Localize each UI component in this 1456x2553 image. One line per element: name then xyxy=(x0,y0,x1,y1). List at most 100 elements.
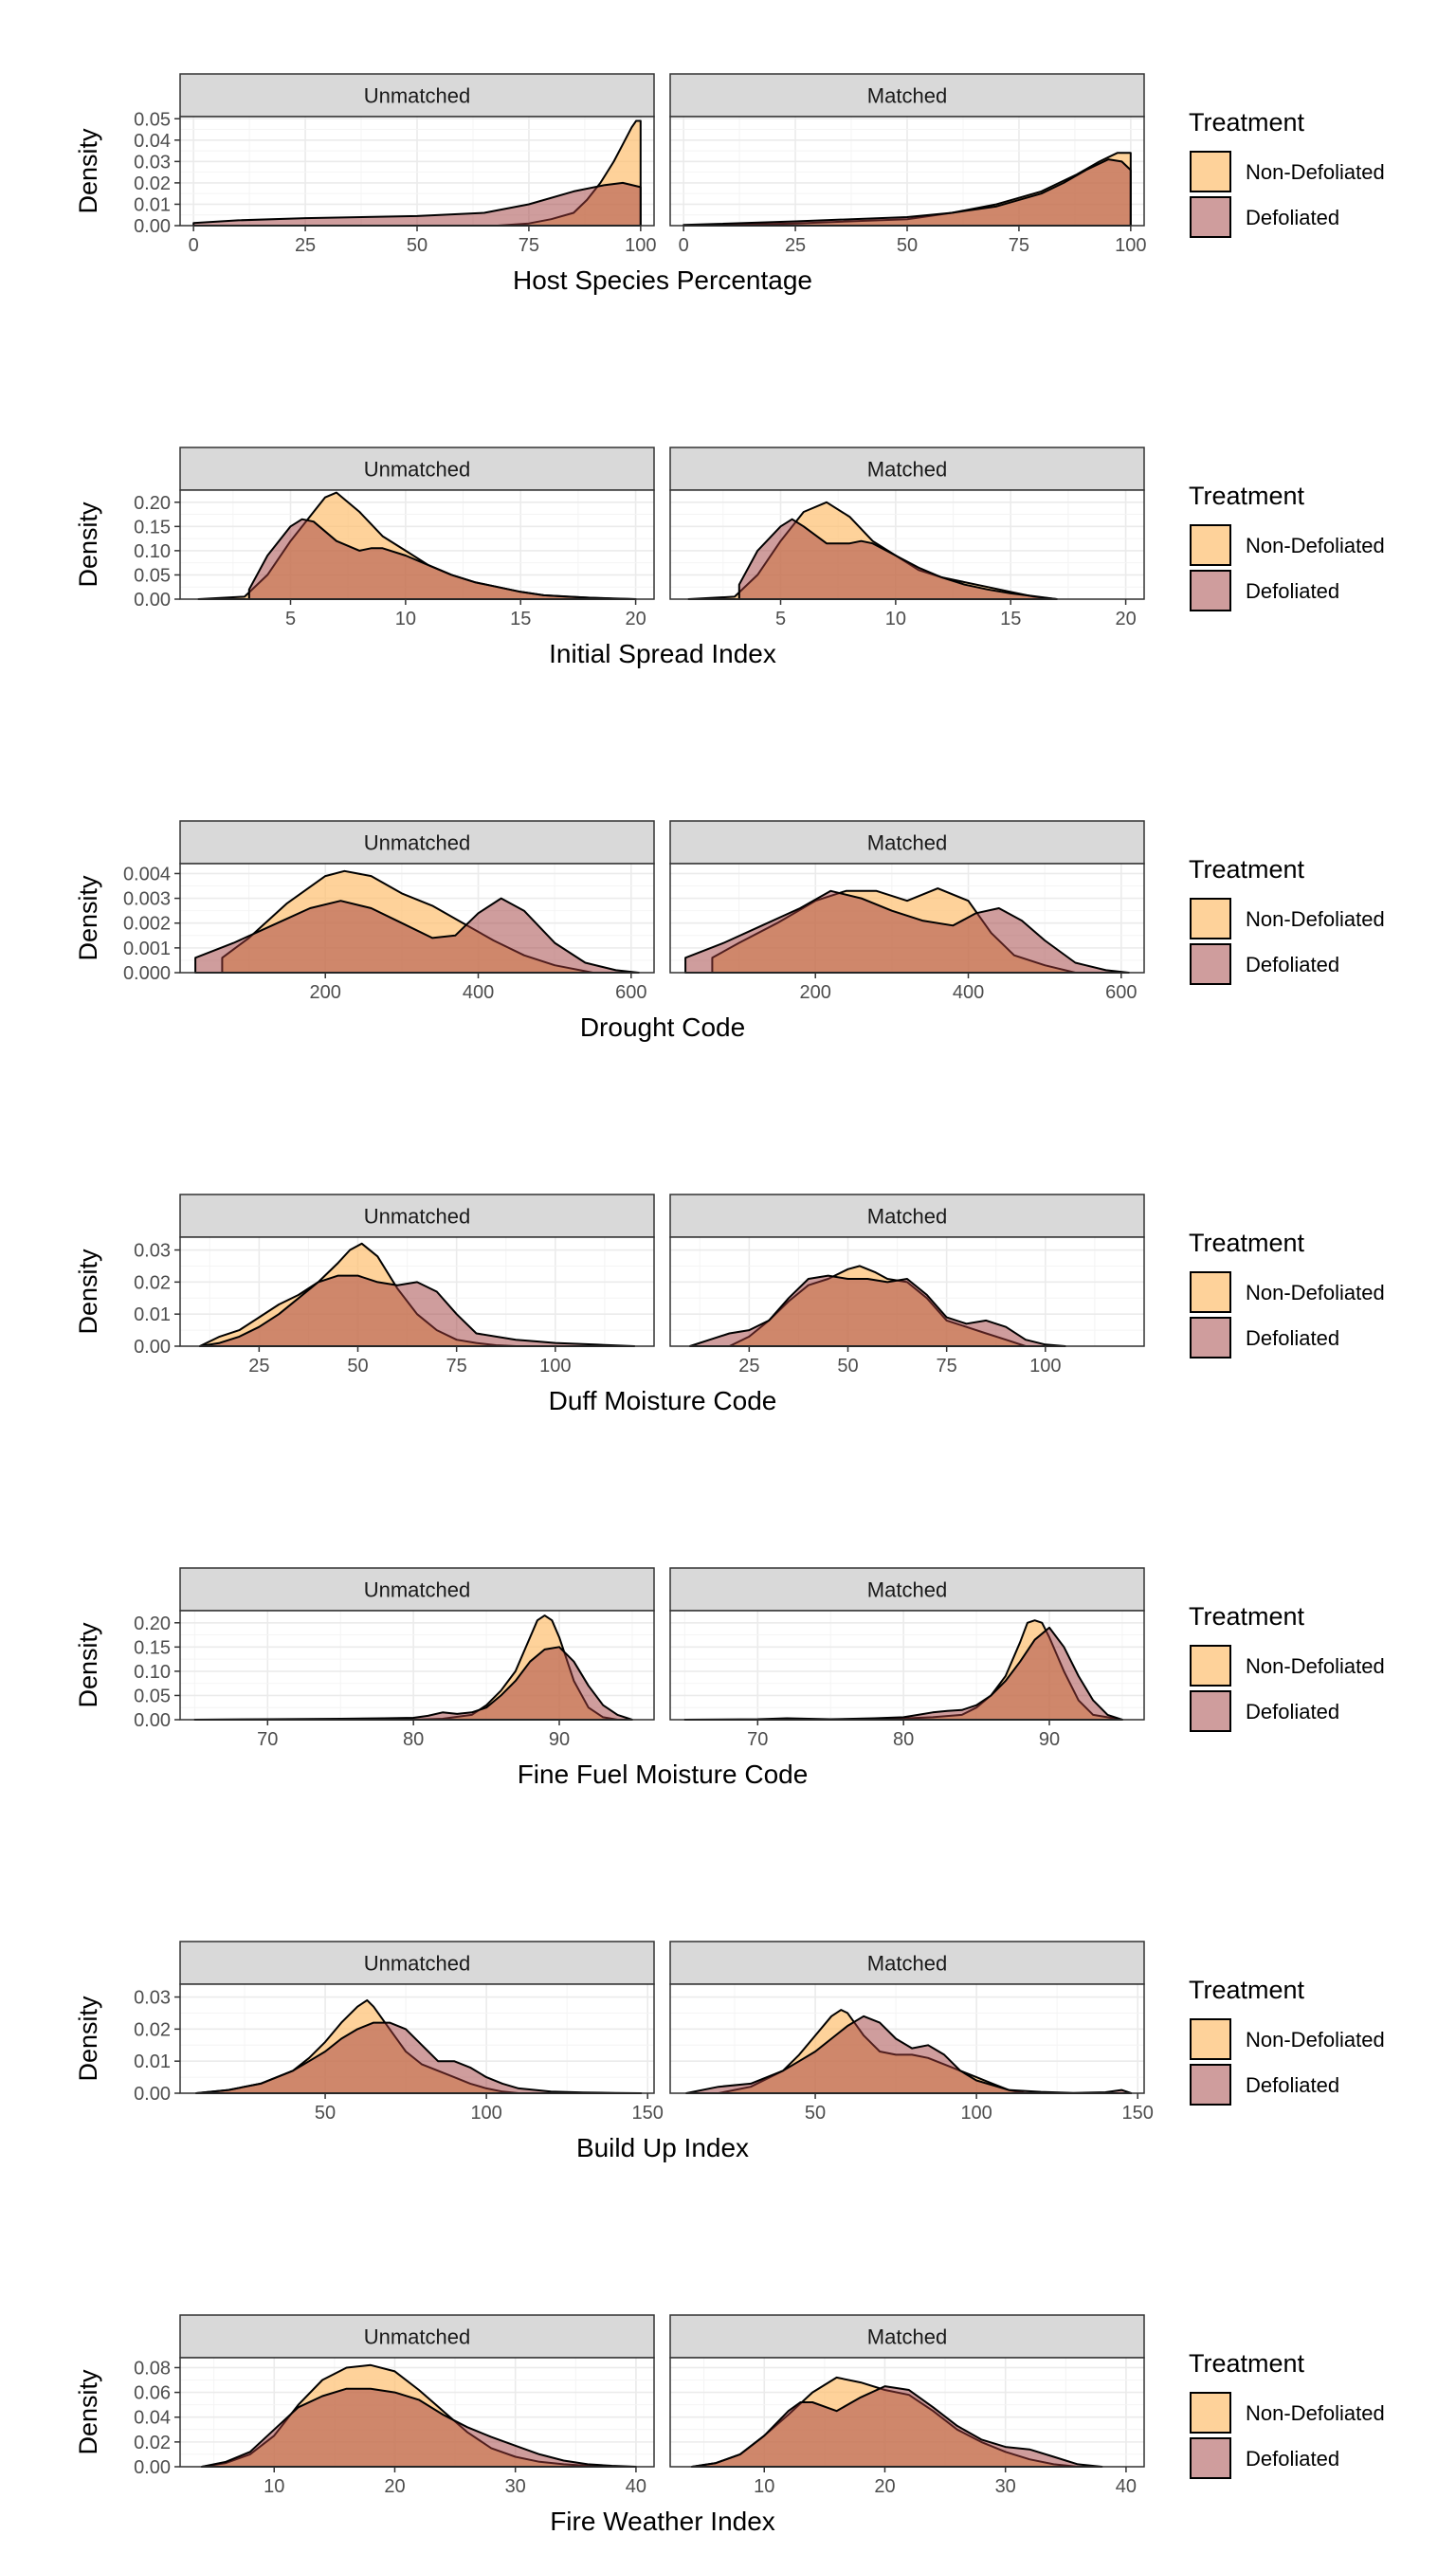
y-tick-label: 0.01 xyxy=(134,1304,171,1325)
panel-border xyxy=(179,1983,655,2094)
facet-strip xyxy=(179,447,655,491)
x-axis-title: Duff Moisture Code xyxy=(549,1386,777,1415)
legend-title: Treatment xyxy=(1189,855,1305,884)
y-axis-title: Density xyxy=(74,501,102,588)
chart-row-4: Unmatched 25 50 75 100 Matched 25 50 75 100 0.00 0.… xyxy=(74,1194,1385,1415)
panel-border xyxy=(179,1610,655,1721)
panel-border xyxy=(179,489,655,600)
x-tick-label: 20 xyxy=(874,2476,895,2497)
legend-label: Non-Defoliated xyxy=(1246,2401,1385,2425)
x-tick-label: 70 xyxy=(747,1729,768,1750)
legend-label: Defoliated xyxy=(1246,2447,1339,2471)
legend-key xyxy=(1190,524,1231,566)
legend: Treatment Non-Defoliated Defoliated xyxy=(1189,482,1385,611)
x-tick-label: 50 xyxy=(315,2103,336,2124)
facet-label: Matched xyxy=(867,1578,947,1602)
x-tick-label: 75 xyxy=(937,1356,957,1377)
x-tick-label: 75 xyxy=(519,235,539,256)
legend: Treatment Non-Defoliated Defoliated xyxy=(1189,855,1385,985)
x-tick-label: 10 xyxy=(754,2476,774,2497)
legend-title: Treatment xyxy=(1189,108,1305,137)
y-tick-label: 0.10 xyxy=(134,541,171,562)
x-tick-label: 50 xyxy=(805,2103,826,2124)
facet-strip xyxy=(669,2314,1145,2359)
legend: Treatment Non-Defoliated Defoliated xyxy=(1189,1602,1385,1732)
x-tick-label: 200 xyxy=(800,982,831,1003)
facet-label: Unmatched xyxy=(364,831,471,855)
density-defoliated xyxy=(193,1646,633,1721)
legend-key xyxy=(1190,1645,1231,1687)
x-tick-label: 80 xyxy=(403,1729,424,1750)
legend-label: Non-Defoliated xyxy=(1246,2028,1385,2052)
panel-matched: Matched 25 50 75 100 xyxy=(669,1194,1145,1377)
panel-border xyxy=(669,1983,1145,2094)
x-tick-label: 90 xyxy=(1039,1729,1060,1750)
panel-unmatched: Unmatched 200 400 600 xyxy=(179,820,655,1003)
legend-key xyxy=(1190,196,1231,238)
x-tick-label: 80 xyxy=(893,1729,914,1750)
y-tick-label: 0.001 xyxy=(123,939,171,959)
x-tick-label: 100 xyxy=(539,1356,571,1377)
x-tick-label: 5 xyxy=(285,609,296,629)
y-tick-label: 0.002 xyxy=(123,914,171,935)
y-tick-label: 0.02 xyxy=(134,173,171,194)
y-tick-label: 0.00 xyxy=(134,2457,171,2478)
legend: Treatment Non-Defoliated Defoliated xyxy=(1189,1976,1385,2106)
x-tick-label: 150 xyxy=(632,2103,664,2124)
legend-label: Non-Defoliated xyxy=(1246,534,1385,557)
x-tick-label: 50 xyxy=(897,235,918,256)
legend-key xyxy=(1190,2064,1231,2106)
legend-title: Treatment xyxy=(1189,1602,1305,1631)
x-axis-title: Build Up Index xyxy=(576,2133,749,2162)
x-tick-label: 0 xyxy=(679,235,689,256)
x-tick-label: 70 xyxy=(257,1729,278,1750)
legend-label: Defoliated xyxy=(1246,2073,1339,2097)
x-tick-label: 20 xyxy=(384,2476,405,2497)
density-defoliated xyxy=(690,2385,1103,2468)
y-tick-label: 0.02 xyxy=(134,1272,171,1293)
y-tick-label: 0.004 xyxy=(123,864,171,884)
legend-label: Non-Defoliated xyxy=(1246,160,1385,184)
y-tick-label: 0.15 xyxy=(134,1637,171,1658)
x-tick-label: 100 xyxy=(625,235,656,256)
panel-matched: Matched 70 80 90 xyxy=(669,1567,1145,1750)
x-tick-label: 100 xyxy=(1029,1356,1061,1377)
density-defoliated xyxy=(683,1626,1123,1721)
y-tick-label: 0.15 xyxy=(134,517,171,538)
chart-row-5: Unmatched 70 80 90 Matched 70 80 90 0.00 0.05 0.10… xyxy=(74,1567,1385,1789)
facet-strip xyxy=(179,2314,655,2359)
y-tick-label: 0.03 xyxy=(134,1241,171,1262)
density-defoliated xyxy=(194,897,640,974)
x-tick-label: 0 xyxy=(189,235,199,256)
facet-label: Unmatched xyxy=(364,1205,471,1229)
legend-title: Treatment xyxy=(1189,1976,1305,2004)
panel-unmatched: Unmatched 70 80 90 xyxy=(179,1567,655,1750)
legend-key xyxy=(1190,943,1231,985)
legend-key xyxy=(1190,1271,1231,1313)
facet-label: Matched xyxy=(867,2325,947,2349)
x-axis-title: Initial Spread Index xyxy=(549,639,776,668)
x-tick-label: 25 xyxy=(248,1356,269,1377)
x-tick-label: 10 xyxy=(264,2476,284,2497)
y-tick-label: 0.01 xyxy=(134,2052,171,2072)
x-tick-label: 400 xyxy=(463,982,494,1003)
x-tick-label: 100 xyxy=(1115,235,1146,256)
chart-row-7: Unmatched 10 20 30 40 Matched 10 20 30 40 0.00 0.02… xyxy=(74,2314,1385,2536)
x-tick-label: 25 xyxy=(738,1356,759,1377)
density-defoliated xyxy=(737,518,1058,600)
panel-matched: Matched 0 25 50 75 100 xyxy=(669,73,1147,256)
x-tick-label: 5 xyxy=(775,609,786,629)
legend-label: Defoliated xyxy=(1246,953,1339,976)
panel-unmatched: Unmatched 50 100 150 xyxy=(179,1941,664,2124)
facet-strip xyxy=(179,820,655,865)
panel-border xyxy=(669,1236,1145,1347)
y-axis-title: Density xyxy=(74,128,102,214)
x-tick-label: 15 xyxy=(510,609,531,629)
y-tick-label: 0.04 xyxy=(134,131,171,152)
density-defoliated xyxy=(198,1274,636,1347)
x-tick-label: 50 xyxy=(347,1356,368,1377)
legend-key xyxy=(1190,570,1231,611)
y-tick-label: 0.05 xyxy=(134,1686,171,1706)
x-tick-label: 90 xyxy=(549,1729,570,1750)
